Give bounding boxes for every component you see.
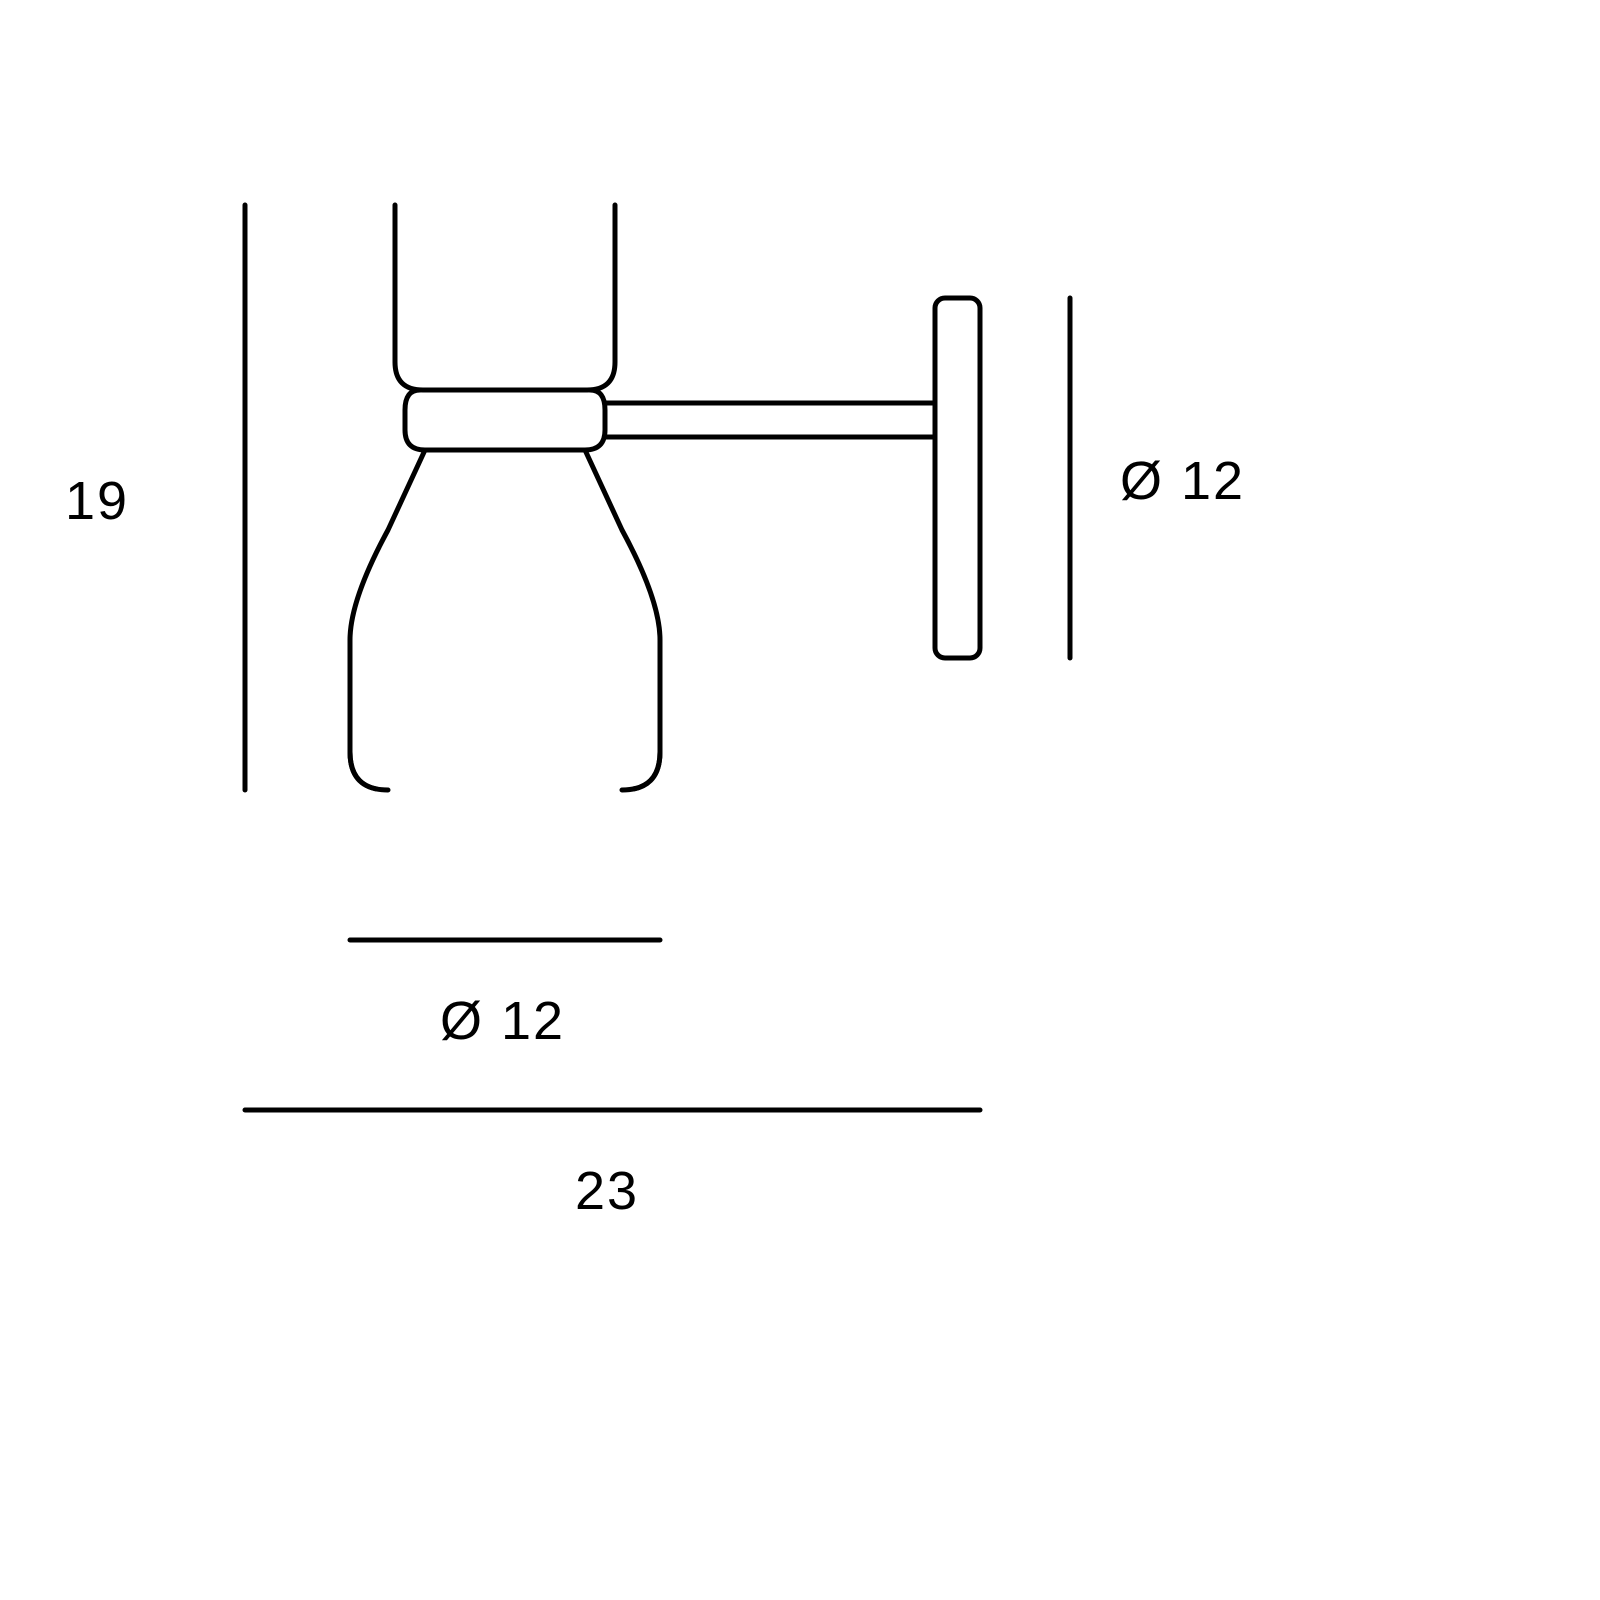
drawing-svg [0,0,1600,1600]
lamp-top-cup [395,205,615,390]
mount-plate [935,298,980,658]
dimension-drawing: 19 Ø 12 Ø 12 23 [0,0,1600,1600]
dim-label-plate: Ø 12 [1120,450,1245,512]
lamp-neck [405,390,605,450]
lamp-arm [605,403,935,437]
dim-label-height: 19 [65,470,129,532]
lamp-lower-shade [350,450,660,790]
dim-label-total-width: 23 [575,1160,639,1222]
dim-label-shade-width: Ø 12 [440,990,565,1052]
